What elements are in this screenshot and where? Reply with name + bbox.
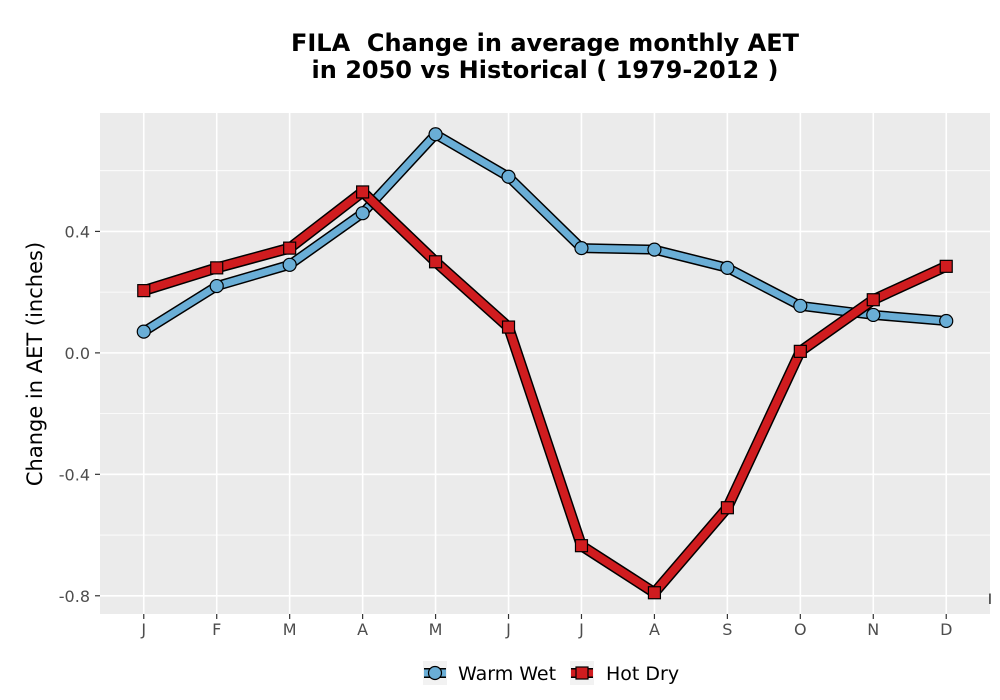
hot-dry-point [210,261,224,275]
x-tick-label: J [140,620,146,639]
warm-wet-legend-icon [427,665,443,681]
hot-dry-point [866,293,880,307]
hot-dry-point [501,320,516,334]
y-tick-label: -0.4 [59,465,90,484]
hot-dry-legend-label: Hot Dry [606,663,679,685]
hot-dry-point [283,241,297,255]
plot-panel [100,113,990,614]
x-tick-label: A [649,620,660,639]
x-tick-label: F [212,620,221,639]
axes-layer: -0.8 -0.4 0.0 0.4 J F M A M J J A S O N D [59,222,953,639]
warm-wet-point [209,278,224,294]
warm-wet-point [282,257,297,272]
warm-wet-line [140,130,950,336]
hot-dry-point [647,586,662,600]
y-axis-title: Change in AET (inches) [23,242,47,486]
warm-wet-point [428,127,443,142]
chart-title: FILA Change in average monthly AET in 20… [100,30,990,84]
warm-wet-point [355,206,370,221]
grid-minor [100,170,990,536]
warm-wet-point [939,313,954,329]
hot-dry-line [139,187,951,597]
hot-dry-point [356,185,370,199]
chart-title-line-1: FILA Change in average monthly AET [290,29,800,57]
hot-dry-point [137,284,151,298]
warm-wet-point [574,241,589,256]
x-tick-label: N [867,620,879,639]
warm-wet-legend-label: Warm Wet [458,663,556,685]
legend: Warm Wet Hot Dry [423,661,679,685]
hot-dry-point [939,259,953,273]
x-tick-label: J [505,620,511,639]
hot-dry-point [793,344,807,358]
hot-dry-point [428,255,443,269]
warm-wet-point [136,324,151,339]
x-tick-label: J [578,620,584,639]
y-tick-label: 0.0 [65,344,90,363]
warm-wet-point [866,307,881,323]
x-tick-label: O [794,620,807,639]
warm-wet-point [647,242,662,257]
hot-dry-point [574,539,589,553]
x-tick-label: A [357,620,368,639]
hot-dry-point [720,501,734,515]
x-tick-label: D [940,620,952,639]
stray-mark: I [988,592,992,608]
warm-wet-point [720,260,735,275]
chart-title-line-2: in 2050 vs Historical ( 1979-2012 ) [311,56,779,84]
hot-dry-legend-icon [575,666,589,680]
y-tick-label: 0.4 [65,222,90,241]
warm-wet-point [793,298,808,313]
x-tick-label: M [429,620,443,639]
x-tick-label: M [283,620,297,639]
series-layer [136,127,954,600]
x-tick-label: S [722,620,732,639]
warm-wet-point [501,169,516,184]
y-tick-label: -0.8 [59,587,90,606]
